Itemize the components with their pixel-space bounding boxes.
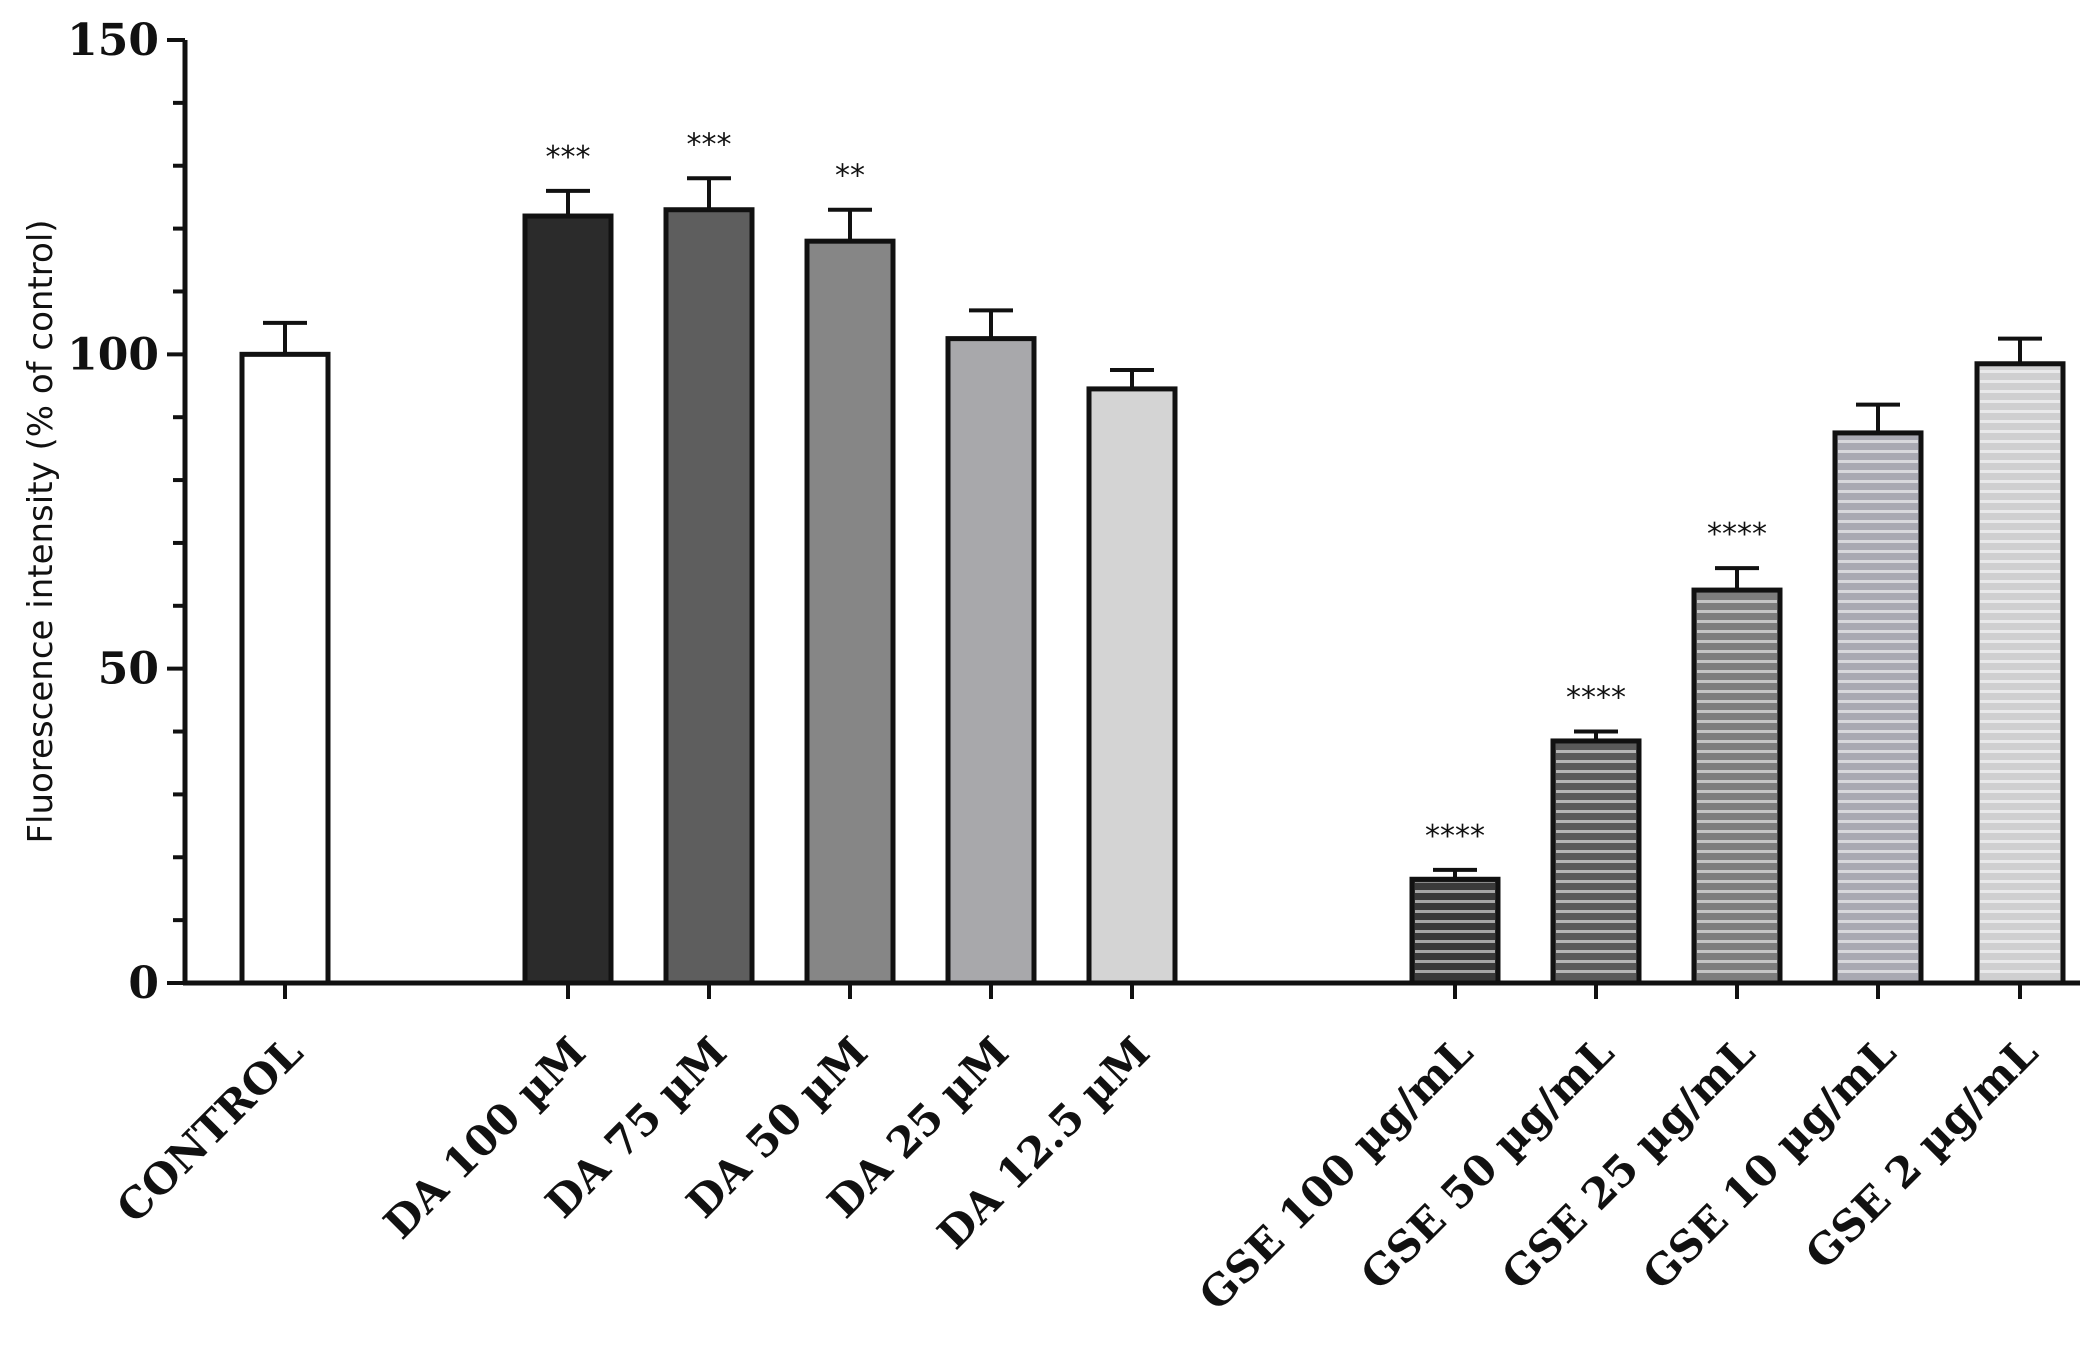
bar-hatch — [1697, 593, 1777, 980]
x-category-label: CONTROL — [107, 1027, 312, 1232]
x-category-label: GSE 50 µg/mL — [1351, 1027, 1623, 1299]
bar — [804, 238, 896, 986]
y-axis-title: Fluorescence intensity (% of control) — [21, 219, 61, 843]
y-tick-label: 50 — [98, 644, 159, 695]
bar — [239, 351, 331, 986]
y-tick-label: 0 — [128, 958, 159, 1009]
significance-label: *** — [687, 127, 732, 162]
bar-hatch — [1415, 882, 1495, 980]
x-category-label: GSE 25 µg/mL — [1492, 1027, 1764, 1299]
bar-hatch — [1838, 435, 1918, 981]
significance-label: ** — [835, 159, 865, 194]
x-category-label: GSE 10 µg/mL — [1633, 1027, 1905, 1299]
significance-label: *** — [546, 140, 591, 175]
significance-label: **** — [1707, 517, 1767, 552]
significance-label: **** — [1425, 819, 1485, 854]
bar-hatch — [1556, 743, 1636, 980]
bar-hatch — [1980, 366, 2060, 981]
bar — [1086, 386, 1178, 986]
x-category-label: GSE 100 µg/mL — [1190, 1027, 1482, 1319]
bar — [522, 213, 614, 986]
bar — [663, 207, 755, 986]
y-tick-label: 150 — [67, 15, 159, 66]
bar — [945, 336, 1037, 986]
y-tick-label: 100 — [67, 329, 159, 380]
significance-label: **** — [1566, 681, 1626, 716]
bars — [239, 176, 2066, 986]
